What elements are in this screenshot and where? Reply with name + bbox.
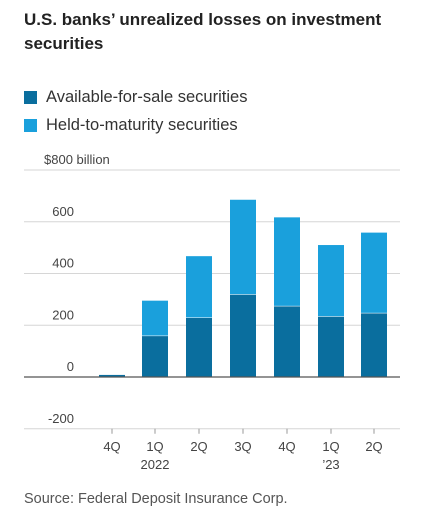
- legend-item-available-for-sale: Available-for-sale securities: [24, 83, 247, 111]
- x-tick-label: 4Q: [103, 439, 120, 454]
- bar-available-for-sale: [142, 335, 168, 377]
- x-tick-label: 1Q: [146, 439, 163, 454]
- y-tick-label: 400: [52, 256, 74, 271]
- y-tick-label: 600: [52, 204, 74, 219]
- legend-label-available-for-sale: Available-for-sale securities: [46, 87, 248, 106]
- bar-available-for-sale: [318, 316, 344, 377]
- bar-available-for-sale: [230, 294, 256, 377]
- legend-swatch-held-to-maturity: [24, 118, 37, 132]
- x-tick-sublabel: ’23: [322, 457, 339, 472]
- bar-held-to-maturity: [361, 232, 387, 313]
- bar-held-to-maturity: [186, 256, 212, 318]
- bar-available-for-sale: [274, 305, 300, 377]
- legend-label-held-to-maturity: Held-to-maturity securities: [46, 115, 238, 134]
- y-tick-label: 0: [67, 359, 74, 374]
- bar-available-for-sale: [99, 374, 125, 377]
- x-tick-label: 3Q: [234, 439, 251, 454]
- chart-title: U.S. banks’ unrealized losses on investm…: [24, 10, 382, 53]
- y-tick-label: $800 billion: [44, 152, 110, 167]
- legend-item-held-to-maturity: Held-to-maturity securities: [24, 111, 247, 139]
- x-tick-label: 2Q: [190, 439, 207, 454]
- y-tick-label: 200: [52, 307, 74, 322]
- x-tick-label: 2Q: [365, 439, 382, 454]
- legend-swatch-available-for-sale: [24, 90, 37, 104]
- bar-held-to-maturity: [230, 199, 256, 295]
- bar-held-to-maturity: [274, 217, 300, 306]
- x-tick-label: 4Q: [278, 439, 295, 454]
- x-tick-label: 1Q: [322, 439, 339, 454]
- x-tick-sublabel: 2022: [141, 457, 170, 472]
- legend: Available-for-sale securities Held-to-ma…: [24, 83, 247, 139]
- bar-available-for-sale: [186, 317, 212, 377]
- source-note: Source: Federal Deposit Insurance Corp.: [24, 491, 288, 507]
- bar-held-to-maturity: [142, 300, 168, 336]
- bar-held-to-maturity: [318, 245, 344, 317]
- y-tick-label: -200: [48, 411, 74, 426]
- bar-available-for-sale: [361, 312, 387, 377]
